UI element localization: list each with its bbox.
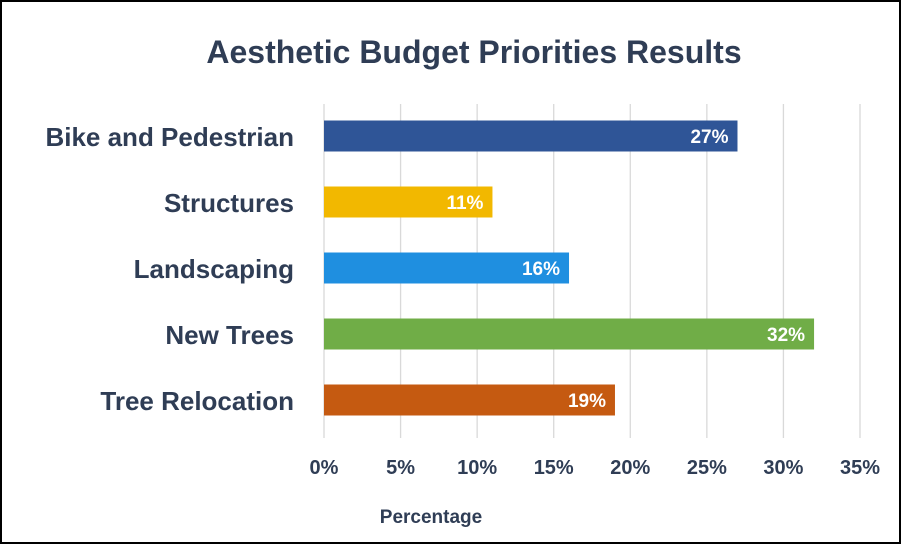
category-label: Structures — [164, 188, 294, 218]
data-label: 32% — [767, 325, 805, 346]
data-labels: 27% 11% 16% 32% 19% — [446, 127, 805, 412]
x-tick-label: 5% — [386, 457, 415, 479]
category-label: Bike and Pedestrian — [45, 122, 294, 152]
category-labels: Bike and Pedestrian Structures Landscaping… — [45, 122, 294, 416]
x-tick-label: 20% — [610, 457, 650, 479]
data-label: 27% — [690, 127, 728, 148]
x-tick-label: 25% — [687, 457, 727, 479]
bar — [324, 120, 738, 152]
bar — [324, 384, 615, 416]
x-tick-label: 35% — [840, 457, 880, 479]
category-label: Landscaping — [134, 254, 294, 284]
data-label: 16% — [522, 259, 560, 280]
bar — [324, 318, 815, 350]
x-tick-labels: 0% 5% 10% 15% 20% 25% 30% 35% — [310, 457, 881, 479]
x-tick-label: 30% — [763, 457, 803, 479]
bar — [324, 186, 493, 218]
x-tick-label: 10% — [457, 457, 497, 479]
x-axis-title: Percentage — [380, 507, 482, 528]
data-label: 11% — [446, 193, 483, 214]
x-tick-label: 15% — [534, 457, 574, 479]
category-label: Tree Relocation — [100, 386, 294, 416]
chart-title: Aesthetic Budget Priorities Results — [206, 34, 741, 70]
data-label: 19% — [568, 391, 606, 412]
x-tick-label: 0% — [310, 457, 339, 479]
gridlines — [323, 104, 861, 438]
category-label: New Trees — [165, 320, 294, 350]
bars — [324, 120, 815, 416]
bar — [324, 252, 570, 284]
